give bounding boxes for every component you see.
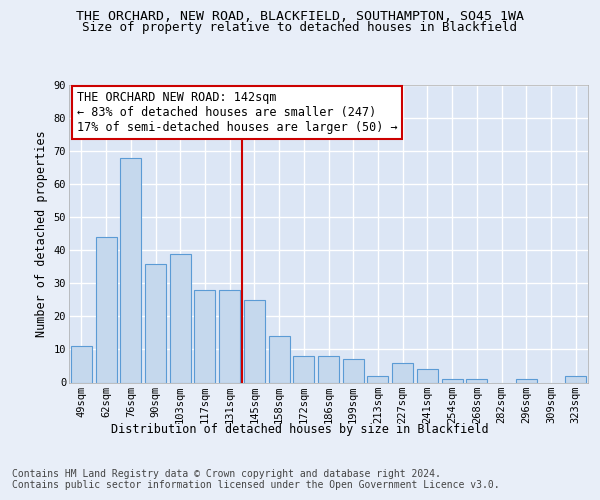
Bar [194,290,215,382]
Text: Contains public sector information licensed under the Open Government Licence v3: Contains public sector information licen… [12,480,500,490]
Y-axis label: Number of detached properties: Number of detached properties [35,130,48,337]
Text: Distribution of detached houses by size in Blackfield: Distribution of detached houses by size … [111,422,489,436]
Text: THE ORCHARD, NEW ROAD, BLACKFIELD, SOUTHAMPTON, SO45 1WA: THE ORCHARD, NEW ROAD, BLACKFIELD, SOUTH… [76,10,524,23]
Bar [417,370,438,382]
Bar [170,254,191,382]
Bar [466,379,487,382]
Bar [120,158,141,382]
Bar [565,376,586,382]
Text: Contains HM Land Registry data © Crown copyright and database right 2024.: Contains HM Land Registry data © Crown c… [12,469,441,479]
Bar [145,264,166,382]
Bar [343,360,364,382]
Bar [318,356,339,382]
Text: THE ORCHARD NEW ROAD: 142sqm
← 83% of detached houses are smaller (247)
17% of s: THE ORCHARD NEW ROAD: 142sqm ← 83% of de… [77,91,397,134]
Text: Size of property relative to detached houses in Blackfield: Size of property relative to detached ho… [83,21,517,34]
Bar [516,379,537,382]
Bar [219,290,240,382]
Bar [367,376,388,382]
Bar [293,356,314,382]
Bar [71,346,92,383]
Bar [95,237,116,382]
Bar [442,379,463,382]
Bar [269,336,290,382]
Bar [392,362,413,382]
Bar [244,300,265,382]
